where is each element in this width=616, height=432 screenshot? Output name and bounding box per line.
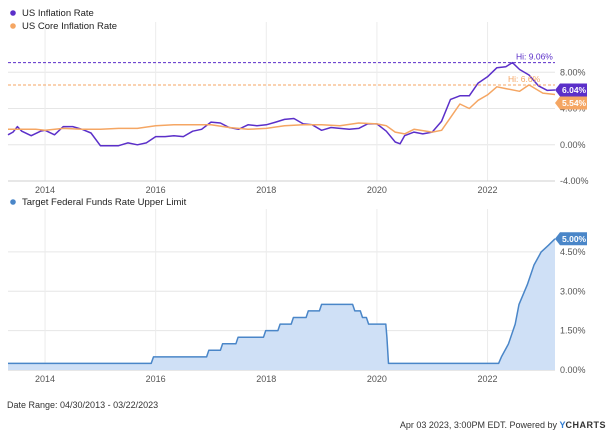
y-tick-label: 3.00% [560,286,586,296]
last-value-tag-bg [555,96,587,110]
x-tick-label: 2018 [256,185,276,195]
date-range-label: Date Range: 04/30/2013 - 03/22/2023 [7,400,159,410]
x-tick-label: 2016 [146,374,166,384]
credit-line: Apr 03 2023, 3:00PM EDT. Powered by YCHA… [400,420,606,430]
hi-label: Hi: 9.06% [516,52,553,62]
y-tick-label: 4.50% [560,247,586,257]
x-tick-label: 2020 [367,185,387,195]
legend-marker [10,23,16,29]
last-value-tag: 5.54% [555,96,587,110]
inflation-chart: 8.00%4.00%0.00%-4.00%2014201620182020202… [7,8,589,195]
x-tick-label: 2014 [35,185,55,195]
fed-funds-chart: 4.50% 3.00% 1.50% 0.00% 2014 2016 2018 2020 2022… [8,197,587,384]
x-tick-label: 2018 [256,374,276,384]
legend-label: US Core Inflation Rate [22,21,117,32]
series-area-fill [8,238,555,370]
y-tick-label: 0.00% [560,140,586,150]
last-value-tag: 6.04% [555,83,587,97]
last-value-tag-bg [555,232,587,246]
last-value-tag: 5.00% [555,232,587,246]
y-tick-label: -4.00% [560,176,589,186]
legend-label: Target Federal Funds Rate Upper Limit [22,197,187,208]
y-tick-label: 8.00% [560,67,586,77]
x-tick-label: 2022 [478,374,498,384]
credit-text: Apr 03 2023, 3:00PM EDT. Powered by [399,420,560,430]
y-tick-label: 1.50% [560,326,586,336]
legend-marker [10,199,16,205]
last-value-tag-text: 5.54% [562,98,587,108]
series-line [7,61,556,147]
series-line [8,84,556,135]
x-tick-label: 2022 [478,185,498,195]
legend-label: US Inflation Rate [22,8,94,19]
y-tick-label: 0.00% [560,365,586,375]
legend-marker [10,10,16,16]
series-line [8,238,556,365]
last-value-tag-text: 6.04% [562,85,587,95]
last-value-tag-bg [555,83,587,97]
ycharts-logo-y: Y [559,420,566,430]
hi-label: Hi: 6.6% [508,74,541,84]
x-tick-label: 2014 [35,374,55,384]
x-tick-label: 2016 [146,185,166,195]
ycharts-logo-text: CHARTS [565,420,606,430]
last-value-tag-text: 5.00% [562,234,587,244]
x-tick-label: 2020 [367,374,387,384]
